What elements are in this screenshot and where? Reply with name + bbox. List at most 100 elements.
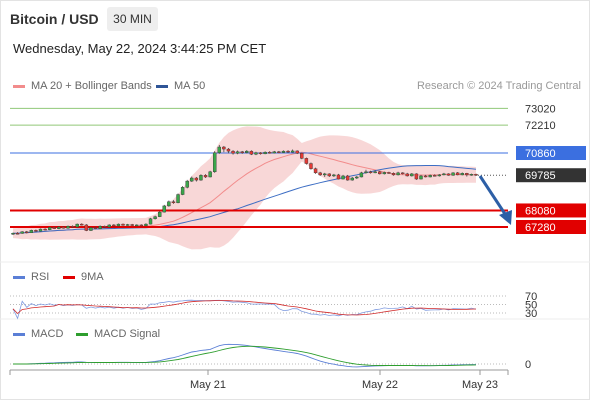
candle-body bbox=[359, 172, 364, 178]
candle-body bbox=[75, 223, 79, 228]
resistance-level-label-bg bbox=[516, 146, 586, 160]
candle-body bbox=[378, 171, 382, 175]
candle-body bbox=[446, 173, 451, 176]
candle-body bbox=[263, 151, 267, 155]
candle-body bbox=[433, 175, 437, 177]
candle-body bbox=[451, 172, 455, 176]
candle-body bbox=[15, 233, 20, 235]
candle-body bbox=[89, 227, 93, 231]
candle-body bbox=[272, 151, 276, 154]
candle-body bbox=[460, 173, 464, 176]
candle-body bbox=[121, 223, 125, 226]
timeframe-button[interactable]: 30 MIN bbox=[107, 7, 158, 31]
candle-body bbox=[364, 171, 368, 174]
candle-body bbox=[423, 175, 428, 178]
candle-body bbox=[235, 151, 240, 154]
candle-body bbox=[11, 233, 15, 235]
credit-text: Research © 2024 Trading Central bbox=[416, 80, 581, 92]
candle-body bbox=[148, 218, 153, 225]
candle-body bbox=[387, 172, 391, 174]
candle-body bbox=[300, 153, 304, 159]
support-level-label: 68080 bbox=[525, 205, 556, 217]
ma20-swatch bbox=[13, 84, 25, 88]
legend-macd-signal: MACD Signal bbox=[76, 328, 160, 340]
candle-body bbox=[57, 226, 61, 229]
rsi-tick-label: 50 bbox=[525, 300, 537, 312]
candle-body bbox=[295, 150, 299, 154]
candle-body bbox=[135, 224, 139, 227]
candle-body bbox=[139, 224, 144, 227]
candle-body bbox=[245, 150, 249, 153]
legend-ma20: MA 20 + Bollinger Bands bbox=[13, 80, 152, 92]
legend-macd-signal-label: MACD Signal bbox=[94, 328, 161, 340]
candle-body bbox=[469, 174, 474, 176]
candle-body bbox=[368, 171, 373, 174]
candle-body bbox=[391, 173, 396, 176]
candle-body bbox=[180, 187, 185, 195]
candle-body bbox=[84, 224, 89, 231]
candle-body bbox=[336, 174, 341, 180]
legend-ma50-label: MA 50 bbox=[174, 80, 206, 92]
instrument-title: Bitcoin / USD bbox=[10, 11, 99, 27]
candle-body bbox=[203, 175, 208, 178]
legend-ma50: MA 50 bbox=[156, 80, 205, 92]
candle-body bbox=[102, 225, 107, 228]
time-axis-label: May 22 bbox=[362, 379, 398, 391]
macd-swatch bbox=[13, 332, 25, 336]
ma50-swatch bbox=[156, 84, 168, 88]
candle-body bbox=[281, 150, 286, 153]
candle-body bbox=[258, 152, 263, 155]
macd-signal-line bbox=[13, 345, 477, 367]
candle-body bbox=[304, 158, 309, 164]
candle-body bbox=[355, 176, 359, 179]
candle-body bbox=[428, 175, 432, 178]
candle-body bbox=[254, 152, 258, 155]
candle-body bbox=[419, 175, 423, 180]
candle-body bbox=[176, 194, 180, 204]
target-level-label: 73020 bbox=[525, 103, 556, 115]
candle-body bbox=[455, 172, 460, 176]
candle-body bbox=[34, 230, 38, 232]
candle-body bbox=[213, 152, 217, 173]
bollinger-band bbox=[13, 126, 476, 250]
candle-body bbox=[313, 168, 318, 174]
time-axis-label: May 23 bbox=[462, 379, 498, 391]
candle-body bbox=[125, 224, 130, 226]
resistance-level-label: 70860 bbox=[525, 148, 556, 160]
rsi-swatch bbox=[13, 275, 25, 279]
time-axis-label: May 21 bbox=[190, 379, 226, 391]
candle-body bbox=[199, 175, 203, 181]
candle-body bbox=[268, 151, 272, 154]
candle-body bbox=[277, 151, 281, 153]
candle-body bbox=[217, 146, 221, 153]
legend-rsi-label: RSI bbox=[31, 271, 50, 283]
candle-body bbox=[162, 205, 166, 213]
forecast-arrow-head bbox=[499, 210, 512, 225]
candle-body bbox=[442, 173, 446, 176]
current-price-label: 69785 bbox=[525, 170, 556, 182]
candle-body bbox=[29, 230, 34, 233]
rsi-ma-line bbox=[12, 300, 477, 316]
candle-body bbox=[93, 227, 98, 229]
candle-body bbox=[130, 224, 134, 226]
candle-body bbox=[226, 148, 231, 152]
candle-body bbox=[167, 201, 171, 207]
legend-macd: MACD bbox=[13, 328, 63, 340]
candle-body bbox=[405, 173, 409, 177]
candle-body bbox=[43, 228, 47, 231]
candle-body bbox=[341, 175, 345, 180]
candle-body bbox=[327, 173, 332, 177]
candle-body bbox=[116, 223, 121, 227]
candle-body bbox=[190, 177, 194, 182]
candle-body bbox=[414, 173, 419, 180]
rsi-ma-swatch bbox=[63, 275, 75, 279]
candle-body bbox=[61, 226, 66, 229]
support-level-label-bg bbox=[516, 220, 586, 234]
candle-body bbox=[107, 224, 111, 228]
candle-body bbox=[350, 177, 354, 181]
candle-body bbox=[208, 171, 212, 178]
legend-rsi-ma: 9MA bbox=[63, 271, 104, 283]
rsi-tick-label: 70 bbox=[525, 291, 537, 303]
candle-body bbox=[332, 174, 336, 177]
forecast-arrow-line bbox=[478, 175, 509, 218]
